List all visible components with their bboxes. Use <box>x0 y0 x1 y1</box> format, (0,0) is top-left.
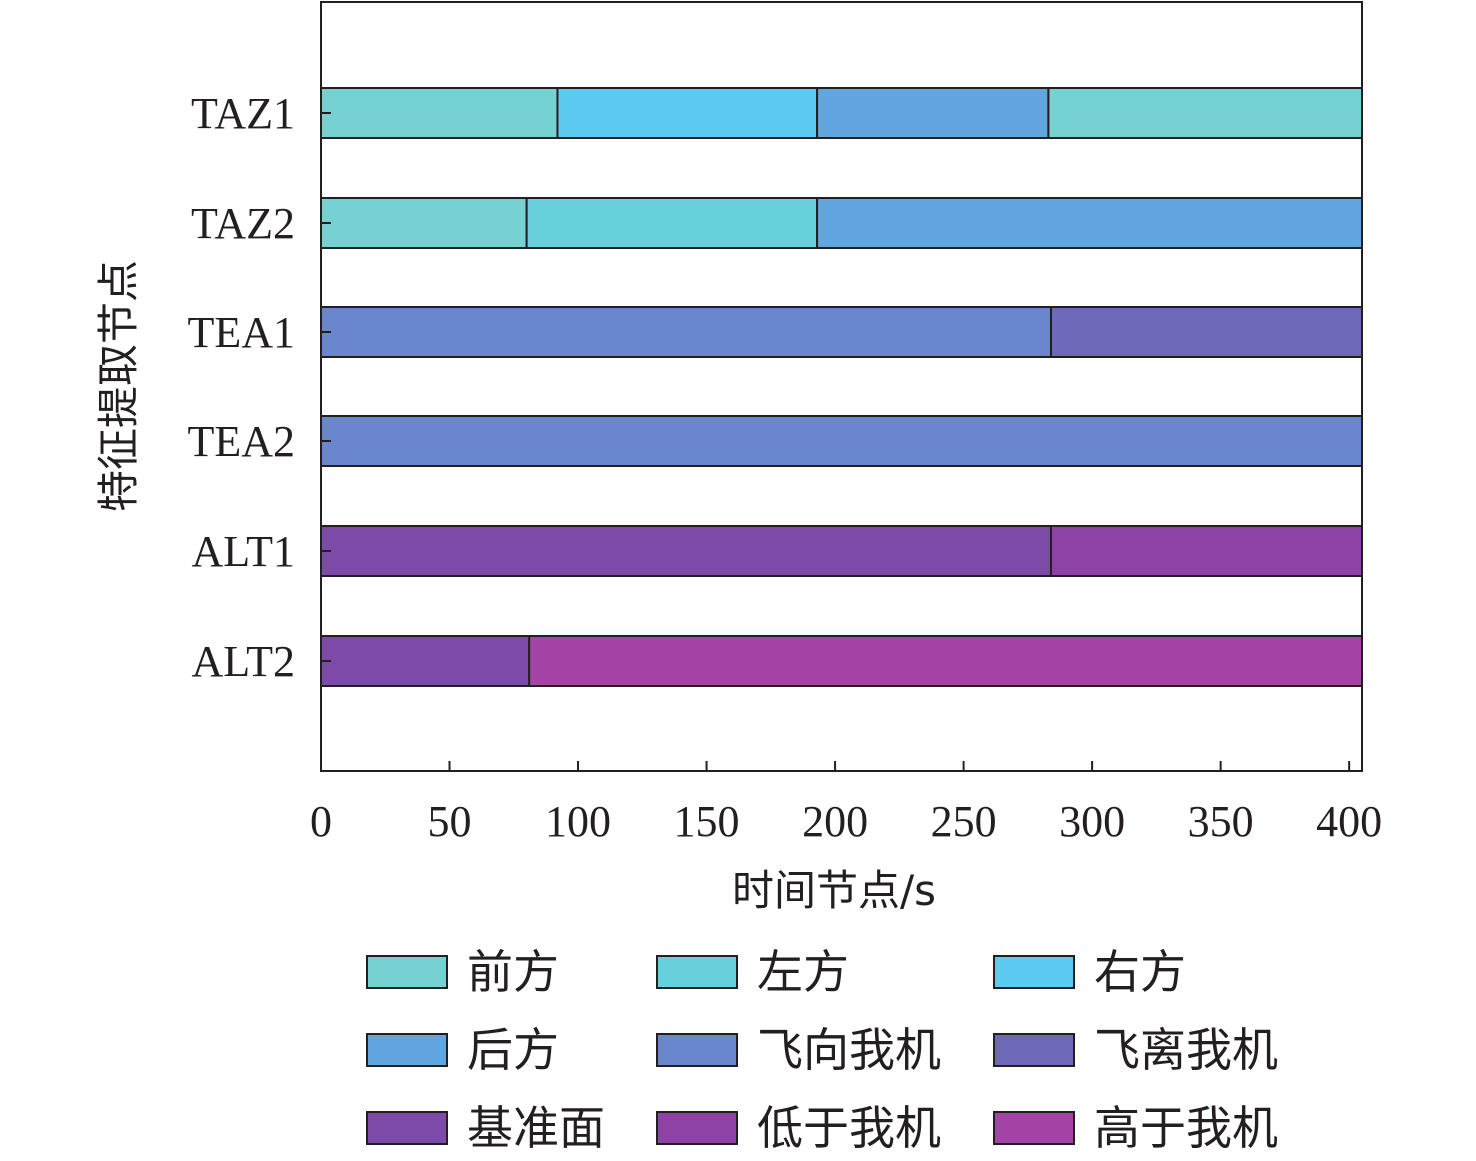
bar-segment-tea2-0 <box>320 415 1363 467</box>
bar-segment-taz1-1 <box>556 87 819 139</box>
x-tick-label-50: 50 <box>428 797 472 846</box>
legend-swatch-5 <box>993 1033 1075 1067</box>
bar-segment-taz2-0 <box>320 197 528 249</box>
x-tick-label-100: 100 <box>545 797 611 846</box>
bar-segment-tea1-0 <box>320 306 1052 358</box>
bar-segment-taz2-1 <box>525 197 819 249</box>
legend-label-4: 飞向我机 <box>757 1023 941 1077</box>
bar-segment-alt2-1 <box>528 635 1363 687</box>
x-tick-label-300: 300 <box>1059 797 1125 846</box>
bar-segment-alt2-0 <box>320 635 531 687</box>
x-tick-label-400: 400 <box>1316 797 1382 846</box>
legend-swatch-4 <box>656 1033 738 1067</box>
plot-frame <box>320 1 1363 772</box>
bar-segment-taz1-2 <box>816 87 1050 139</box>
bar-segment-taz2-2 <box>816 197 1363 249</box>
y-axis-title: 特征提取节点 <box>94 260 143 512</box>
y-tick-label-tea2: TEA2 <box>187 417 295 466</box>
x-axis: 0 50 100 150 200 250 300 350 400 <box>310 761 1382 846</box>
bar-segment-tea1-1 <box>1049 306 1364 358</box>
y-tick-label-taz1: TAZ1 <box>191 89 295 138</box>
bar-segment-alt1-1 <box>1049 525 1364 577</box>
legend-label-1: 左方 <box>757 945 849 999</box>
x-tick-label-350: 350 <box>1188 797 1254 846</box>
x-tick-label-0: 0 <box>310 797 332 846</box>
legend-swatch-3 <box>366 1033 448 1067</box>
bar-segment-taz1-3 <box>1047 87 1363 139</box>
y-tick-label-taz2: TAZ2 <box>191 199 295 248</box>
legend-swatch-8 <box>993 1111 1075 1145</box>
legend-label-6: 基准面 <box>467 1101 605 1155</box>
legend-swatch-6 <box>366 1111 448 1145</box>
legend-label-5: 飞离我机 <box>1094 1023 1278 1077</box>
y-tick-label-tea1: TEA1 <box>187 308 295 357</box>
legend-label-7: 低于我机 <box>757 1101 941 1155</box>
legend-swatch-0 <box>366 955 448 989</box>
bars-layer <box>320 87 1364 687</box>
bar-segment-alt1-0 <box>320 525 1052 577</box>
y-tick-label-alt2: ALT2 <box>192 637 296 686</box>
legend-swatch-2 <box>993 955 1075 989</box>
legend-label-2: 右方 <box>1094 945 1186 999</box>
x-tick-label-250: 250 <box>931 797 997 846</box>
x-tick-label-150: 150 <box>674 797 740 846</box>
legend-label-8: 高于我机 <box>1094 1101 1278 1155</box>
y-tick-label-alt1: ALT1 <box>192 527 296 576</box>
bar-segment-taz1-0 <box>320 87 559 139</box>
legend-swatch-7 <box>656 1111 738 1145</box>
legend-swatch-1 <box>656 955 738 989</box>
x-axis-title: 时间节点/s <box>732 866 936 915</box>
x-tick-label-200: 200 <box>802 797 868 846</box>
legend-label-0: 前方 <box>467 945 559 999</box>
legend-label-3: 后方 <box>467 1023 559 1077</box>
y-axis: TAZ1 TAZ2 TEA1 TEA2 ALT1 ALT2 <box>187 89 331 686</box>
